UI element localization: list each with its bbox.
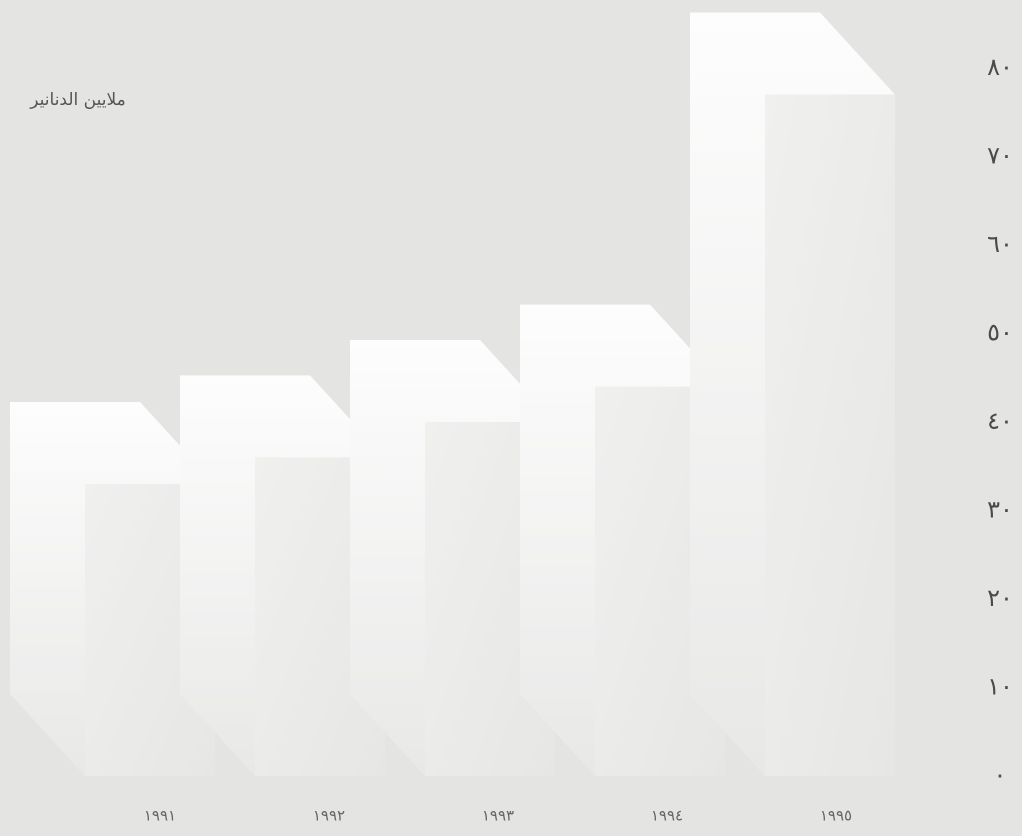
y-tick-label: ٠ bbox=[994, 761, 1007, 789]
axis-unit-label: ملايين الدنانير bbox=[29, 90, 125, 110]
x-tick-label: ١٩٩٥ bbox=[820, 807, 852, 825]
y-tick-label: ١٠ bbox=[987, 673, 1013, 701]
y-tick-label: ٢٠ bbox=[987, 584, 1013, 612]
y-tick-label: ٨٠ bbox=[987, 53, 1013, 81]
x-tick-label: ١٩٩٢ bbox=[313, 807, 345, 825]
bar-shade bbox=[765, 94, 895, 777]
x-tick-label: ١٩٩١ bbox=[144, 807, 176, 825]
y-tick-label: ٦٠ bbox=[987, 230, 1013, 258]
y-tick-label: ٣٠ bbox=[987, 496, 1013, 524]
y-tick-label: ٤٠ bbox=[987, 407, 1013, 435]
y-tick-label: ٧٠ bbox=[987, 142, 1013, 170]
x-tick-label: ١٩٩٣ bbox=[482, 807, 514, 825]
y-tick-label: ٥٠ bbox=[987, 319, 1013, 347]
x-tick-label: ١٩٩٤ bbox=[651, 807, 683, 825]
